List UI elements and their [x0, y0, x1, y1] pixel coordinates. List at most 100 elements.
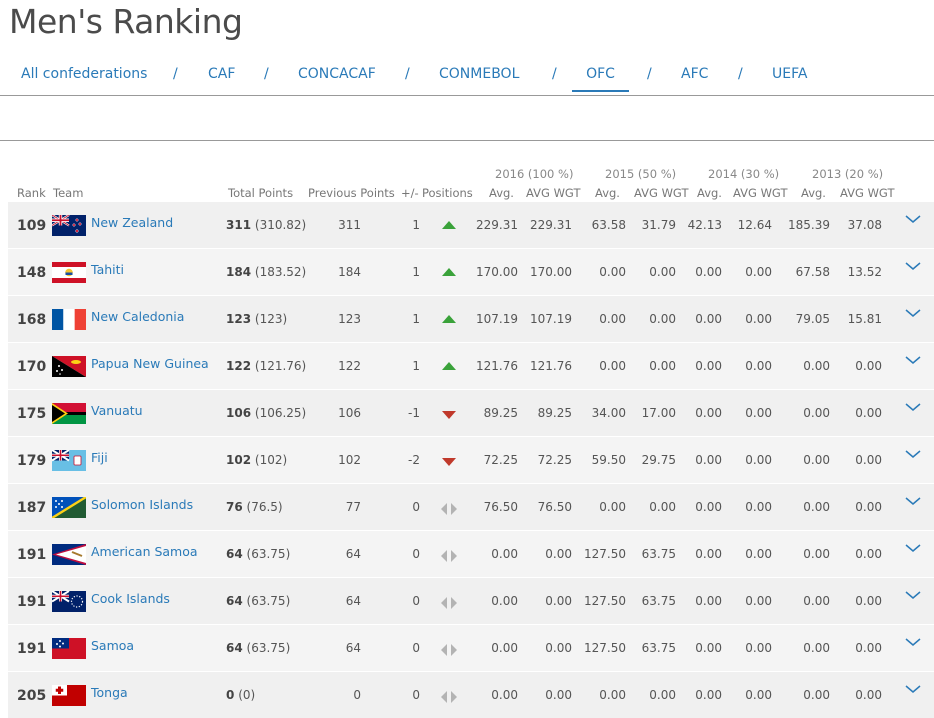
avg-wgt-2014: 0.00 — [745, 547, 772, 561]
group-header-2015: 2015 (50 %) — [605, 167, 677, 181]
chevron-down-icon[interactable] — [904, 635, 922, 649]
team-link[interactable]: Papua New Guinea — [91, 356, 209, 371]
tab-caf[interactable]: CAF — [208, 66, 236, 82]
tab-afc[interactable]: AFC — [681, 66, 709, 82]
left-right-arrows-icon — [441, 597, 457, 609]
table-row[interactable]: 191 Samoa 64 (63.75) 64 0 0.00 0.00 127.… — [8, 625, 934, 672]
total-points-rounded: 106 — [226, 406, 252, 420]
team-link[interactable]: New Zealand — [91, 215, 174, 230]
avg-2013: 0.00 — [803, 641, 830, 655]
tab-uefa[interactable]: UEFA — [772, 66, 808, 82]
rank-value: 168 — [17, 312, 47, 328]
avg-2013: 0.00 — [803, 594, 830, 608]
chevron-down-icon[interactable] — [904, 400, 922, 414]
avg-2014: 0.00 — [695, 359, 722, 373]
rank-value: 109 — [17, 218, 47, 234]
avg-2013: 0.00 — [803, 547, 830, 561]
tab-ofc[interactable]: OFC — [572, 66, 629, 92]
total-points: 76 (76.5) — [226, 500, 283, 514]
team-link[interactable]: American Samoa — [91, 544, 198, 559]
flag-nz-icon — [52, 215, 86, 236]
avg-wgt-2014: 0.00 — [745, 359, 772, 373]
total-points-rounded: 64 — [226, 547, 243, 561]
rank-value: 187 — [17, 500, 47, 516]
team-link[interactable]: New Caledonia — [91, 309, 185, 324]
previous-points: 64 — [345, 594, 361, 608]
avg-2013: 185.39 — [788, 218, 830, 232]
avg-wgt-2014: 12.64 — [737, 218, 772, 232]
avg-wgt-2016: 89.25 — [537, 406, 572, 420]
position-change: 0 — [412, 688, 420, 702]
total-points-exact: (310.82) — [254, 218, 307, 232]
col-wgt-2014: AVG WGT — [733, 186, 788, 200]
avg-wgt-2015: 17.00 — [641, 406, 676, 420]
avg-wgt-2013: 37.08 — [847, 218, 882, 232]
table-row[interactable]: 175 Vanuatu 106 (106.25) 106 -1 89.25 89… — [8, 390, 934, 437]
previous-points: 123 — [338, 312, 361, 326]
avg-wgt-2014: 0.00 — [745, 594, 772, 608]
tab-concacaf[interactable]: CONCACAF — [298, 66, 376, 82]
tab-conmebol[interactable]: CONMEBOL — [439, 66, 520, 82]
chevron-down-icon[interactable] — [904, 259, 922, 273]
team-link[interactable]: Cook Islands — [91, 591, 170, 606]
tab-all-confederations[interactable]: All confederations — [21, 66, 148, 82]
total-points: 0 (0) — [226, 688, 255, 702]
table-row[interactable]: 109 New Zealand 311 (310.82) 311 1 229.3… — [8, 202, 934, 249]
table-row[interactable]: 168 New Caledonia 123 (123) 123 1 107.19… — [8, 296, 934, 343]
team-link[interactable]: Tahiti — [91, 262, 124, 277]
avg-2014: 42.13 — [687, 218, 722, 232]
table-row[interactable]: 191 American Samoa 64 (63.75) 64 0 0.00 … — [8, 531, 934, 578]
chevron-down-icon[interactable] — [904, 447, 922, 461]
chevron-down-icon[interactable] — [904, 212, 922, 226]
avg-wgt-2015: 0.00 — [649, 688, 676, 702]
avg-2014: 0.00 — [695, 688, 722, 702]
team-link[interactable]: Tonga — [91, 685, 128, 700]
team-link[interactable]: Samoa — [91, 638, 135, 653]
flag-tahiti-icon — [52, 262, 86, 283]
table-row[interactable]: 148 Tahiti 184 (183.52) 184 1 170.00 170… — [8, 249, 934, 296]
avg-2015: 59.50 — [591, 453, 626, 467]
chevron-down-icon[interactable] — [904, 682, 922, 696]
total-points-rounded: 123 — [226, 312, 252, 326]
chevron-down-icon[interactable] — [904, 494, 922, 508]
avg-2014: 0.00 — [695, 547, 722, 561]
flag-amsamoa-icon — [52, 544, 86, 565]
table-row[interactable]: 205 Tonga 0 (0) 0 0 0.00 0.00 0.00 0.00 … — [8, 672, 934, 718]
chevron-down-icon[interactable] — [904, 353, 922, 367]
total-points-exact: (102) — [254, 453, 288, 467]
avg-wgt-2015: 0.00 — [649, 265, 676, 279]
page-title: Men's Ranking — [9, 2, 243, 41]
nav-separator: / — [264, 66, 269, 82]
left-right-arrows-icon — [441, 503, 457, 515]
col-rank: Rank — [17, 186, 46, 200]
avg-2015: 0.00 — [599, 500, 626, 514]
total-points: 64 (63.75) — [226, 594, 290, 608]
avg-wgt-2014: 0.00 — [745, 265, 772, 279]
chevron-down-icon[interactable] — [904, 306, 922, 320]
col-change: +/- — [401, 186, 419, 200]
avg-wgt-2015: 63.75 — [641, 641, 676, 655]
avg-wgt-2013: 0.00 — [855, 500, 882, 514]
rank-value: 191 — [17, 641, 47, 657]
avg-2015: 34.00 — [591, 406, 626, 420]
previous-points: 106 — [338, 406, 361, 420]
table-row[interactable]: 191 Cook Islands 64 (63.75) 64 0 0.00 0.… — [8, 578, 934, 625]
table-row[interactable]: 170 Papua New Guinea 122 (121.76) 122 1 … — [8, 343, 934, 390]
avg-wgt-2016: 107.19 — [530, 312, 572, 326]
team-link[interactable]: Solomon Islands — [91, 497, 194, 512]
chevron-down-icon[interactable] — [904, 541, 922, 555]
team-link[interactable]: Fiji — [91, 450, 108, 465]
position-change: 1 — [412, 359, 420, 373]
avg-2013: 79.05 — [795, 312, 830, 326]
chevron-down-icon[interactable] — [904, 588, 922, 602]
avg-2016: 76.50 — [483, 500, 518, 514]
position-change: 1 — [412, 265, 420, 279]
avg-2015: 127.50 — [584, 547, 626, 561]
rank-value: 191 — [17, 594, 47, 610]
table-row[interactable]: 187 Solomon Islands 76 (76.5) 77 0 76.50… — [8, 484, 934, 531]
team-link[interactable]: Vanuatu — [91, 403, 143, 418]
table-row[interactable]: 179 Fiji 102 (102) 102 -2 72.25 72.25 59… — [8, 437, 934, 484]
flag-tonga-icon — [52, 685, 86, 706]
rank-value: 191 — [17, 547, 47, 563]
avg-2016: 121.76 — [476, 359, 518, 373]
